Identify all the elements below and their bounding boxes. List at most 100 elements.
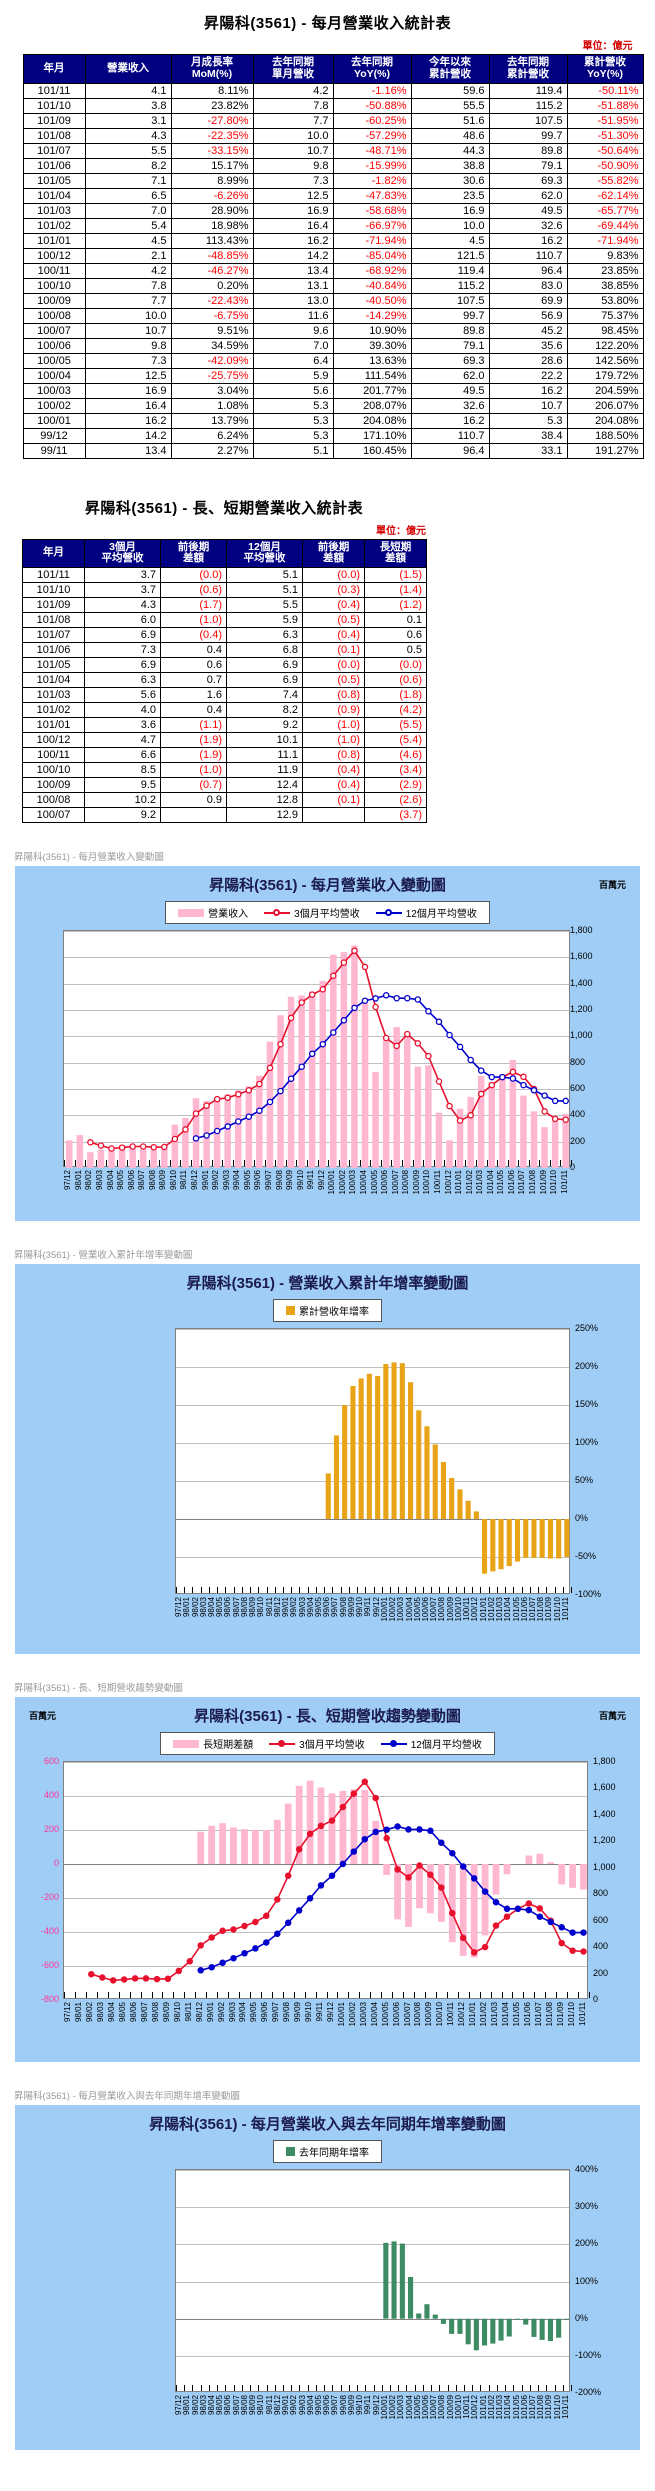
cell-value: (0.4) [302,627,365,643]
data-point [192,1135,200,1142]
monthly-revenue-table: 年月 營業收入 月成長率 MoM(%) 去年同期 單月營收 去年同期 YoY(%) 今年以來 累計… [22,54,644,459]
table-row: 101/06 8.2 15.17% 9.8 -15.99% 38.8 79.1 -50.90% [22,157,644,174]
x-tick-label: 99/12 [325,2002,335,2023]
cell-value: -40.84% [332,277,412,294]
cell-value: -25.75% [170,367,254,384]
cell-year-month: 100/11 [22,747,85,763]
bar [416,2313,422,2319]
data-point [317,1822,325,1830]
data-point [503,1905,511,1913]
bar [490,1519,496,1572]
cell-value: 4.5 [84,232,172,249]
bar [481,1864,489,1936]
chart3-container: 昇陽科(3561) - 長、短期營收趨勢變動圖 百萬元 百萬元 長短期差額 3個… [15,1697,640,2062]
bar [404,1036,411,1168]
cell-year-month: 101/05 [22,657,85,673]
data-point [541,1108,548,1115]
bar [531,2318,537,2337]
x-tick-label: 99/01 [205,2002,215,2023]
chart3-title: 昇陽科(3561) - 長、短期營收趨勢變動圖 [194,1708,461,1725]
cell-value: 38.85% [566,277,644,294]
x-tick-label: 98/12 [190,1170,200,1191]
table-row: 101/03 5.6 1.6 7.4 (0.8) (1.8) [22,687,427,703]
cell-value: 7.8 [84,277,172,294]
bar [366,1373,372,1519]
gridline [176,2282,569,2283]
cell-value: 83.0 [488,277,568,294]
data-point [219,1959,226,1967]
table-row: 100/07 10.7 9.51% 9.6 10.90% 89.8 45.2 98.45% [22,322,644,339]
x-tick-label: 101/02 [464,1170,474,1195]
bar [539,2318,545,2340]
cell-year-month: 100/12 [22,732,85,748]
x-tick-label: 98/10 [172,2002,182,2023]
bar [564,2318,570,2320]
bar [287,996,295,1168]
table-row: 100/07 9.2 12.9 (3.7) [22,807,427,823]
bar [490,2318,496,2344]
data-point [351,1004,358,1012]
x-tick-label: 101/10 [566,2002,576,2027]
cell-value: (5.4) [364,732,427,748]
data-point [425,1008,432,1015]
data-point [405,1826,412,1833]
cell-year-month: 100/01 [22,412,86,429]
y-axis-label: 0 [53,1858,59,1868]
data-point [525,1906,533,1914]
zero-line [176,2319,569,2320]
data-point [88,1970,95,1978]
table-row: 100/03 16.9 3.04% 5.6 201.77% 49.5 16.2 204.59% [22,382,644,399]
cell-value: 7.7 [84,292,172,309]
cell-value: 79.1 [488,157,568,174]
cell-value: -51.88% [566,97,644,114]
bar [467,1096,474,1168]
cell-value: 119.4 [410,262,490,279]
data-point [551,1115,559,1123]
bar [330,954,337,1168]
bar [457,2318,463,2334]
y-axis-label: 400 [570,1109,586,1120]
data-point [446,1031,453,1039]
bar [432,1444,438,1519]
data-point [372,995,379,1002]
x-tick-label: 99/06 [260,2002,270,2023]
y-axis-label: -200% [575,2387,602,2397]
cell-value: 16.2 [488,382,568,399]
x-tick-label: 100/03 [348,1170,358,1195]
cell-value: -46.27% [170,262,254,279]
cell-year-month: 101/11 [22,567,85,583]
data-point [438,1839,445,1846]
cell-value: 9.8 [252,157,334,174]
data-point [224,1094,231,1102]
bar [333,1435,339,1519]
data-point [340,1017,348,1024]
table2-col-header: 前後期 差額 [160,538,227,568]
cell-value: 23.5 [410,187,490,204]
x-tick-label: 100/04 [359,1170,369,1195]
data-point [541,1092,548,1099]
chart4-legend: 去年同期年增率 [15,2140,640,2163]
cell-value: (2.6) [364,792,427,808]
chart-section-monthly-revenue: 昇陽科(3561) - 每月營業收入變動圖 昇陽科(3561) - 每月營業收入… [0,849,655,1221]
cell-value: 3.8 [84,97,172,114]
table-row: 101/05 6.9 0.6 6.9 (0.0) (0.0) [22,657,427,673]
x-tick-label: 101/03 [490,2002,500,2027]
x-tick-label: 98/01 [74,2002,84,2023]
data-point [467,1112,474,1119]
legend-label: 12個月平均營收 [410,1740,482,1751]
x-axis-ticks [64,1159,572,1166]
bar [564,1519,570,1557]
cell-year-month: 101/05 [22,172,86,189]
data-point [129,1143,136,1150]
x-tick-label: 98/06 [126,1170,136,1191]
x-tick-label: 100/05 [369,1170,379,1195]
cell-value: 121.5 [410,247,490,264]
x-tick-label: 99/06 [253,1170,263,1191]
data-point [277,1040,284,1048]
x-tick-label: 99/03 [221,1170,231,1191]
line-swatch-icon [380,1739,407,1748]
bar [361,1790,369,1864]
x-tick-label: 99/05 [249,2002,259,2023]
cell-value: 6.3 [84,672,161,688]
legend-item-3m-avg: 3個月平均營收 [264,905,360,920]
